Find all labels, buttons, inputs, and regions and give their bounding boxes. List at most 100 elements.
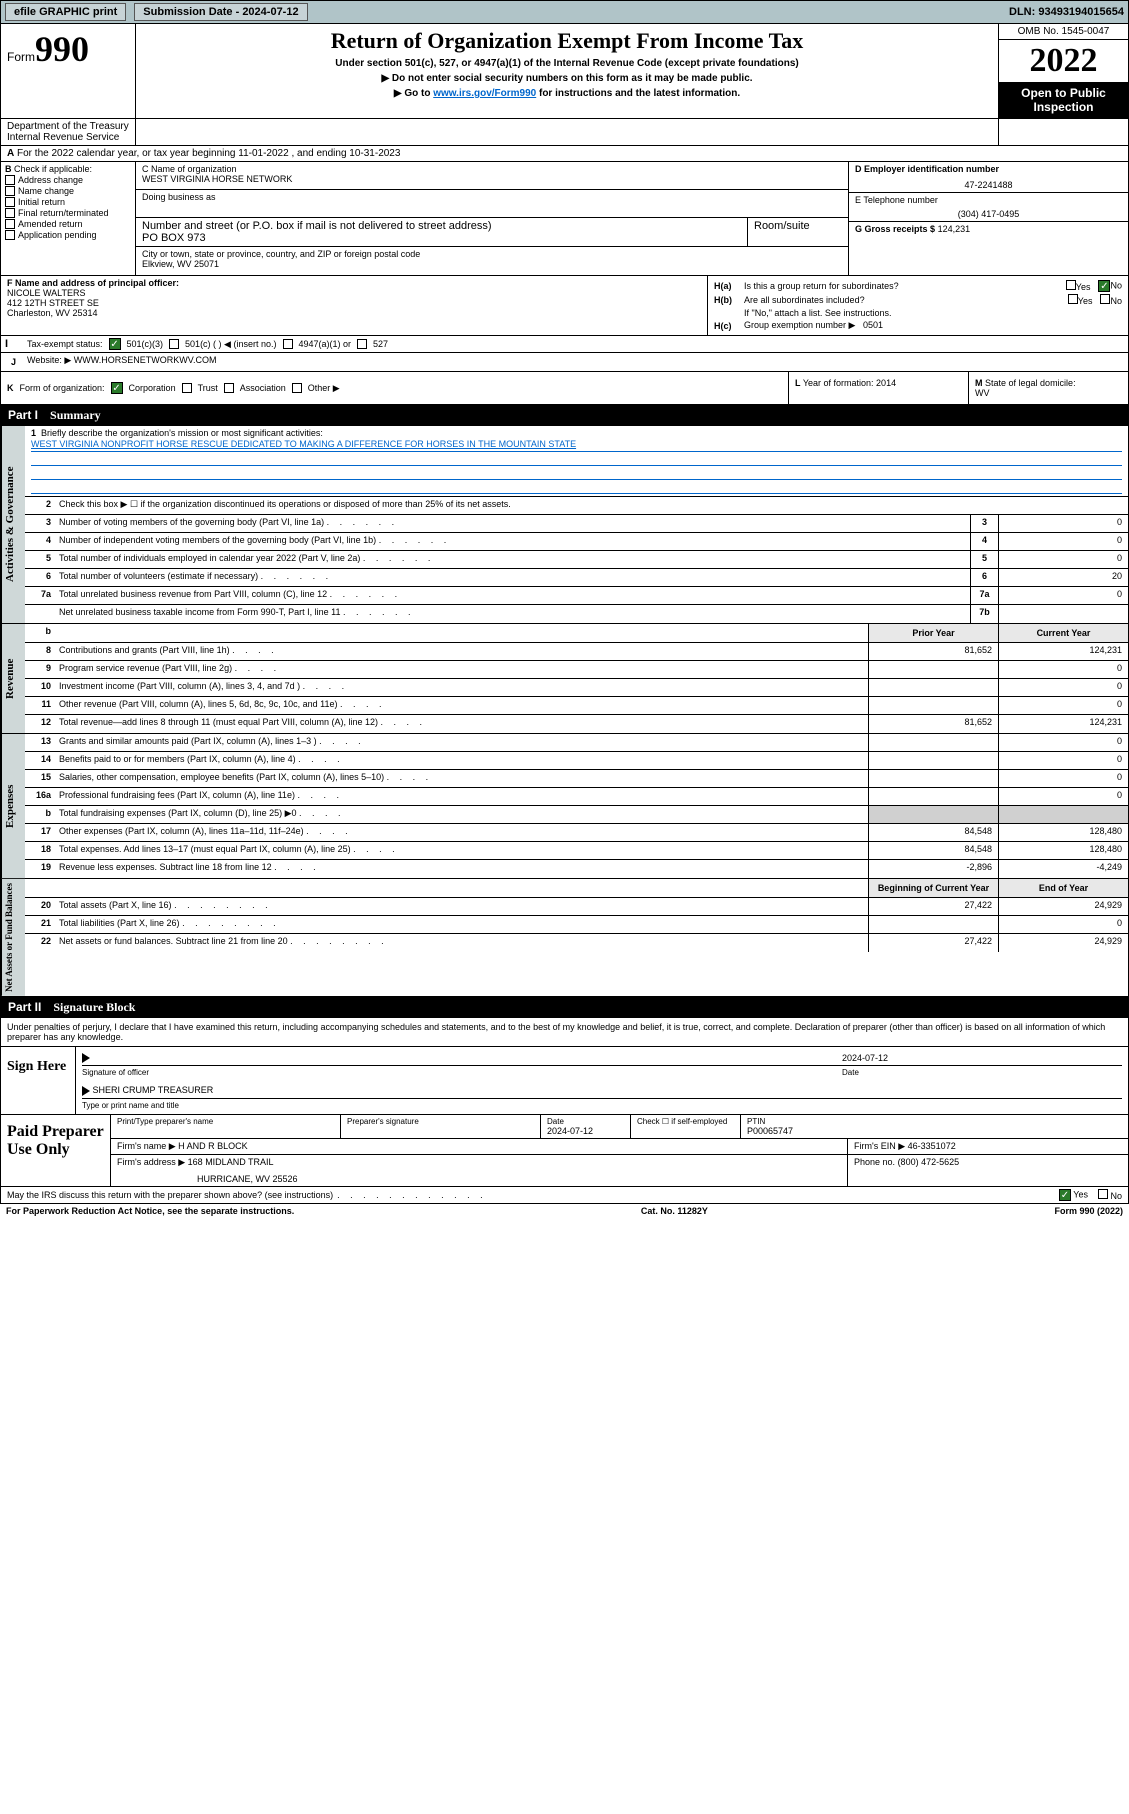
org-name-row: C Name of organization WEST VIRGINIA HOR… (136, 162, 848, 190)
arrow-icon (82, 1053, 90, 1063)
chk-other[interactable] (292, 383, 302, 393)
ha-no[interactable]: ✓No (1098, 280, 1122, 292)
summary-line: 12Total revenue—add lines 8 through 11 (… (25, 715, 1128, 733)
dept-row: Department of the Treasury Internal Reve… (0, 119, 1129, 146)
city-row: City or town, state or province, country… (136, 247, 848, 275)
part-2-header: Part II Signature Block (0, 997, 1129, 1018)
form-note-2: ▶ Go to www.irs.gov/Form990 for instruct… (144, 88, 990, 99)
summary-line: 10Investment income (Part VIII, column (… (25, 679, 1128, 697)
ha-yes[interactable]: Yes (1066, 280, 1091, 292)
discuss-yes[interactable]: ✓ Yes (1059, 1189, 1088, 1201)
chk-address-change[interactable]: Address change (5, 175, 131, 185)
chk-initial-return[interactable]: Initial return (5, 197, 131, 207)
website-value: WWW.HORSENETWORKWV.COM (74, 355, 217, 369)
dln-label: DLN: 93493194015654 (1009, 6, 1124, 18)
cat-number: Cat. No. 11282Y (641, 1206, 708, 1216)
beginning-year-header: Beginning of Current Year (868, 879, 998, 897)
summary-line: 20Total assets (Part X, line 16) . . . .… (25, 898, 1128, 916)
summary-line: 11Other revenue (Part VIII, column (A), … (25, 697, 1128, 715)
footer-row: For Paperwork Reduction Act Notice, see … (0, 1204, 1129, 1218)
prior-year-header: Prior Year (868, 624, 998, 642)
line-2: 2 Check this box ▶ ☐ if the organization… (25, 497, 1128, 515)
vtab-expenses: Expenses (1, 734, 25, 878)
form-footer: Form 990 (2022) (1054, 1206, 1123, 1216)
discuss-no[interactable]: No (1098, 1189, 1122, 1201)
form-subtitle: Under section 501(c), 527, or 4947(a)(1)… (144, 58, 990, 69)
box-b: B Check if applicable: Address change Na… (1, 162, 136, 275)
summary-line: 3Number of voting members of the governi… (25, 515, 1128, 533)
summary-line: Net unrelated business taxable income fr… (25, 605, 1128, 623)
irs-link[interactable]: www.irs.gov/Form990 (433, 88, 536, 99)
vtab-net-assets: Net Assets or Fund Balances (1, 879, 25, 996)
row-klm: K Form of organization: ✓Corporation Tru… (0, 372, 1129, 405)
form-header: Form990 Return of Organization Exempt Fr… (0, 24, 1129, 119)
dba-row: Doing business as (136, 190, 848, 218)
form-word: Form (7, 50, 35, 64)
summary-line: 19Revenue less expenses. Subtract line 1… (25, 860, 1128, 878)
phone-row: E Telephone number (304) 417-0495 (849, 193, 1128, 222)
mission-row: 1 Briefly describe the organization's mi… (25, 426, 1128, 497)
row-fh: F Name and address of principal officer:… (0, 276, 1129, 336)
sign-here-label: Sign Here (1, 1047, 76, 1114)
address-row: Number and street (or P.O. box if mail i… (136, 218, 848, 247)
form-title: Return of Organization Exempt From Incom… (144, 28, 990, 54)
summary-line: 15Salaries, other compensation, employee… (25, 770, 1128, 788)
end-year-header: End of Year (998, 879, 1128, 897)
dept-treasury: Department of the Treasury Internal Reve… (1, 119, 136, 145)
chk-name-change[interactable]: Name change (5, 186, 131, 196)
omb-number: OMB No. 1545-0047 (999, 24, 1128, 40)
tax-year: 2022 (999, 40, 1128, 82)
summary-line: 18Total expenses. Add lines 13–17 (must … (25, 842, 1128, 860)
box-h: H(a) Is this a group return for subordin… (708, 276, 1128, 335)
submission-date-button[interactable]: Submission Date - 2024-07-12 (134, 3, 307, 21)
chk-501c3[interactable]: ✓ (109, 338, 121, 350)
box-def: D Employer identification number 47-2241… (848, 162, 1128, 275)
net-header-row: Beginning of Current Year End of Year (25, 879, 1128, 898)
signature-declaration: Under penalties of perjury, I declare th… (0, 1018, 1129, 1047)
chk-trust[interactable] (182, 383, 192, 393)
mission-text: WEST VIRGINIA NONPROFIT HORSE RESCUE DED… (31, 438, 1122, 452)
chk-corp[interactable]: ✓ (111, 382, 123, 394)
governance-section: Activities & Governance 1 Briefly descri… (0, 426, 1129, 624)
chk-4947[interactable] (283, 339, 293, 349)
topbar: efile GRAPHIC print Submission Date - 20… (0, 0, 1129, 24)
gross-receipts-row: G Gross receipts $ 124,231 (849, 222, 1128, 250)
main-info-grid: B Check if applicable: Address change Na… (0, 162, 1129, 276)
summary-line: 22Net assets or fund balances. Subtract … (25, 934, 1128, 952)
irs-discuss-row: May the IRS discuss this return with the… (0, 1187, 1129, 1204)
form-note-1: ▶ Do not enter social security numbers o… (144, 73, 990, 84)
summary-line: 5Total number of individuals employed in… (25, 551, 1128, 569)
summary-line: bTotal fundraising expenses (Part IX, co… (25, 806, 1128, 824)
hb-yes[interactable]: Yes (1068, 294, 1093, 306)
expenses-section: Expenses 13Grants and similar amounts pa… (0, 734, 1129, 879)
form-number: 990 (35, 29, 89, 69)
paperwork-notice: For Paperwork Reduction Act Notice, see … (6, 1206, 294, 1216)
chk-501c[interactable] (169, 339, 179, 349)
row-j: J Website: ▶ WWW.HORSENETWORKWV.COM (0, 353, 1129, 372)
chk-final-return[interactable]: Final return/terminated (5, 208, 131, 218)
chk-amended[interactable]: Amended return (5, 219, 131, 229)
chk-527[interactable] (357, 339, 367, 349)
header-right: OMB No. 1545-0047 2022 Open to Public In… (998, 24, 1128, 118)
chk-assoc[interactable] (224, 383, 234, 393)
summary-line: 21Total liabilities (Part X, line 26) . … (25, 916, 1128, 934)
net-assets-section: Net Assets or Fund Balances Beginning of… (0, 879, 1129, 997)
part-1-header: Part I Summary (0, 405, 1129, 426)
header-center: Return of Organization Exempt From Incom… (136, 24, 998, 118)
rev-header-row: b Prior Year Current Year (25, 624, 1128, 643)
row-i: I Tax-exempt status: ✓501(c)(3) 501(c) (… (0, 336, 1129, 353)
ein-row: D Employer identification number 47-2241… (849, 162, 1128, 193)
form-id-box: Form990 (1, 24, 136, 118)
efile-button[interactable]: efile GRAPHIC print (5, 3, 126, 21)
row-a: A For the 2022 calendar year, or tax yea… (0, 146, 1129, 162)
summary-line: 6Total number of volunteers (estimate if… (25, 569, 1128, 587)
paid-preparer-label: Paid Preparer Use Only (1, 1115, 111, 1186)
summary-line: 16aProfessional fundraising fees (Part I… (25, 788, 1128, 806)
chk-application-pending[interactable]: Application pending (5, 230, 131, 240)
sign-here-block: Sign Here 2024-07-12 Signature of office… (0, 1047, 1129, 1115)
revenue-section: Revenue b Prior Year Current Year 8Contr… (0, 624, 1129, 734)
summary-line: 14Benefits paid to or for members (Part … (25, 752, 1128, 770)
vtab-revenue: Revenue (1, 624, 25, 733)
hb-no[interactable]: No (1100, 294, 1122, 306)
summary-line: 13Grants and similar amounts paid (Part … (25, 734, 1128, 752)
